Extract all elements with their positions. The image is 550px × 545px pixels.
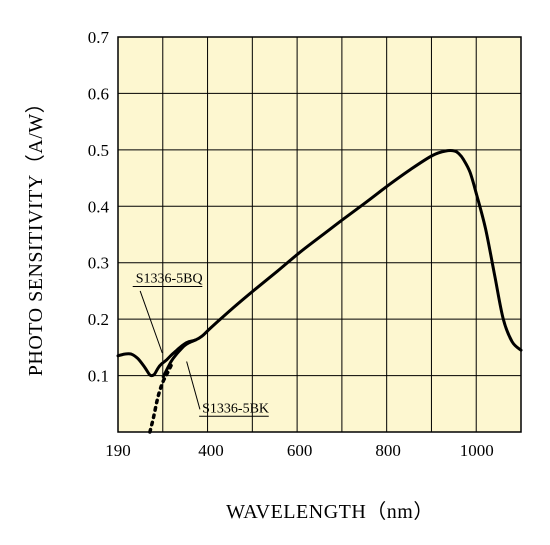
series-line-1: [116, 149, 523, 378]
y-tick-label: 0.3: [88, 254, 109, 273]
y-tick-label: 0.7: [88, 28, 110, 47]
y-tick-label: 0.6: [88, 84, 109, 103]
x-axis-title: WAVELENGTH（nm）: [226, 500, 434, 523]
y-tick-label: 0.4: [88, 197, 110, 216]
y-axis-title: PHOTO SENSITIVITY（A/W）: [24, 93, 47, 376]
plot-frame: [117, 36, 522, 433]
series-layer: [116, 149, 523, 434]
y-tick-label: 0.2: [88, 310, 109, 329]
annotation-label: S1336-5BQ: [136, 271, 203, 286]
x-tick-label: 800: [375, 441, 401, 460]
annotation-leader: [139, 290, 163, 354]
x-tick-labels: 190 400 600 800 1000: [105, 441, 493, 460]
y-tick-label: 0.5: [88, 141, 109, 160]
annotation-layer: S1336-5BQ S1336-5BK: [132, 271, 269, 417]
annotation-label: S1336-5BK: [202, 401, 269, 416]
plot-area: [118, 37, 521, 432]
x-tick-label: 600: [287, 441, 313, 460]
x-tick-label: 1000: [460, 441, 494, 460]
y-tick-label: 0.1: [88, 367, 109, 386]
x-tick-label: 400: [198, 441, 224, 460]
x-tick-label: 190: [105, 441, 131, 460]
y-tick-labels: 0.1 0.2 0.3 0.4 0.5 0.6 0.7: [88, 28, 110, 386]
annotation-leader: [186, 361, 201, 410]
series-line-2: [161, 338, 197, 379]
series-line-3: [148, 363, 173, 434]
